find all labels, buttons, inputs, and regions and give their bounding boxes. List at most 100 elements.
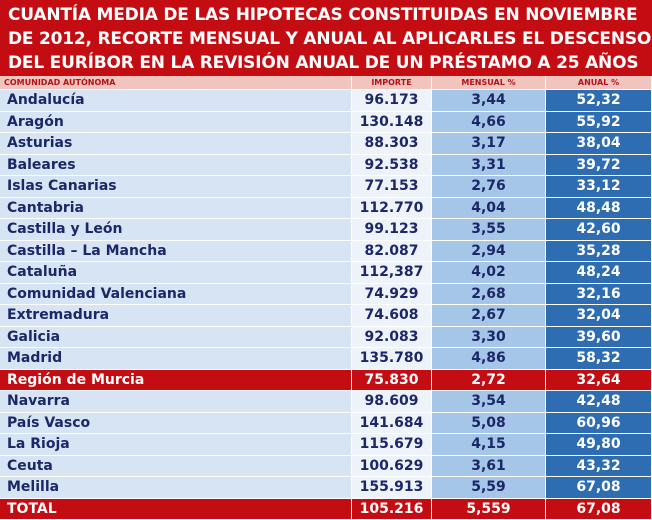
- table-cell: 4,86: [432, 348, 546, 370]
- table-cell: 99.123: [352, 219, 432, 241]
- title-line: DEL EURÍBOR EN LA REVISIÓN ANUAL DE UN P…: [8, 53, 639, 73]
- table-cell: Navarra: [0, 391, 352, 413]
- table-cell: 49,80: [546, 434, 652, 456]
- table-cell: 2,72: [432, 369, 546, 391]
- table-cell: 58,32: [546, 348, 652, 370]
- title: CUANTÍA MEDIA DE LAS HIPOTECAS CONSTITUI…: [0, 0, 652, 76]
- total-cell: 5,559: [432, 498, 546, 520]
- table-cell: Cantabria: [0, 197, 352, 219]
- table-cell: Extremadura: [0, 305, 352, 327]
- table-cell: Galicia: [0, 326, 352, 348]
- table-row: Región de Murcia 75.830 2,72 32,64: [0, 369, 652, 391]
- table-row: Baleares 92.538 3,31 39,72: [0, 154, 652, 176]
- table-cell: 3,44: [432, 90, 546, 112]
- table-cell: 100.629: [352, 455, 432, 477]
- table-cell: 32,16: [546, 283, 652, 305]
- table: COMUNIDAD AUTÓNOMA IMPORTE MENSUAL % ANUAL …: [0, 76, 652, 520]
- table-row: Melilla 155.913 5,59 67,08: [0, 477, 652, 499]
- table-row: Aragón 130.148 4,66 55,92: [0, 111, 652, 133]
- table-cell: 155.913: [352, 477, 432, 499]
- table-cell: 88.303: [352, 133, 432, 155]
- table-cell: 112.770: [352, 197, 432, 219]
- table-cell: 3,54: [432, 391, 546, 413]
- total-cell: TOTAL: [0, 498, 352, 520]
- table-cell: 3,55: [432, 219, 546, 241]
- table-row: La Rioja 115.679 4,15 49,80: [0, 434, 652, 456]
- table-cell: 74.929: [352, 283, 432, 305]
- table-cell: 52,32: [546, 90, 652, 112]
- table-row: Islas Canarias 77.153 2,76 33,12: [0, 176, 652, 198]
- table-cell: 4,66: [432, 111, 546, 133]
- table-cell: 3,61: [432, 455, 546, 477]
- table-row: Cantabria 112.770 4,04 48,48: [0, 197, 652, 219]
- table-cell: 32,64: [546, 369, 652, 391]
- table-cell: 3,17: [432, 133, 546, 155]
- table-row: País Vasco 141.684 5,08 60,96: [0, 412, 652, 434]
- table-row: Andalucía 96.173 3,44 52,32: [0, 90, 652, 112]
- table-cell: Región de Murcia: [0, 369, 352, 391]
- table-cell: 2,67: [432, 305, 546, 327]
- table-cell: 48,48: [546, 197, 652, 219]
- total-cell: 67,08: [546, 498, 652, 520]
- table-cell: 3,31: [432, 154, 546, 176]
- table-cell: 115.679: [352, 434, 432, 456]
- table-cell: 35,28: [546, 240, 652, 262]
- table-cell: 5,59: [432, 477, 546, 499]
- table-cell: Madrid: [0, 348, 352, 370]
- header-row: COMUNIDAD AUTÓNOMA IMPORTE MENSUAL % ANUAL …: [0, 76, 652, 90]
- table-cell: 67,08: [546, 477, 652, 499]
- table-cell: 98.609: [352, 391, 432, 413]
- title-line: CUANTÍA MEDIA DE LAS HIPOTECAS CONSTITUI…: [8, 5, 638, 25]
- table-cell: 92.538: [352, 154, 432, 176]
- header-cell: COMUNIDAD AUTÓNOMA: [0, 76, 352, 90]
- header-cell: IMPORTE: [352, 76, 432, 90]
- table-row: Ceuta 100.629 3,61 43,32: [0, 455, 652, 477]
- table-cell: Comunidad Valenciana: [0, 283, 352, 305]
- table-row: Navarra 98.609 3,54 42,48: [0, 391, 652, 413]
- table-row: Asturias 88.303 3,17 38,04: [0, 133, 652, 155]
- table-cell: 5,08: [432, 412, 546, 434]
- table-cell: 74.608: [352, 305, 432, 327]
- table-cell: 38,04: [546, 133, 652, 155]
- table-cell: 55,92: [546, 111, 652, 133]
- header-cell: MENSUAL %: [432, 76, 546, 90]
- table-cell: La Rioja: [0, 434, 352, 456]
- table-cell: 39,60: [546, 326, 652, 348]
- table-cell: 60,96: [546, 412, 652, 434]
- title-line: DE 2012, RECORTE MENSUAL Y ANUAL AL APLI…: [8, 29, 652, 49]
- table-cell: 39,72: [546, 154, 652, 176]
- table-cell: Andalucía: [0, 90, 352, 112]
- table-cell: 96.173: [352, 90, 432, 112]
- table-cell: 42,60: [546, 219, 652, 241]
- table-cell: Castilla – La Mancha: [0, 240, 352, 262]
- table-row: Galicia 92.083 3,30 39,60: [0, 326, 652, 348]
- total-cell: 105.216: [352, 498, 432, 520]
- table-cell: Aragón: [0, 111, 352, 133]
- table-cell: 77.153: [352, 176, 432, 198]
- table-cell: 2,94: [432, 240, 546, 262]
- table-cell: 3,30: [432, 326, 546, 348]
- table-cell: 33,12: [546, 176, 652, 198]
- table-cell: 48,24: [546, 262, 652, 284]
- table-cell: País Vasco: [0, 412, 352, 434]
- table-cell: 75.830: [352, 369, 432, 391]
- table-cell: Baleares: [0, 154, 352, 176]
- table-row: Castilla – La Mancha 82.087 2,94 35,28: [0, 240, 652, 262]
- table-cell: 141.684: [352, 412, 432, 434]
- table-cell: Castilla y León: [0, 219, 352, 241]
- table-row: Castilla y León 99.123 3,55 42,60: [0, 219, 652, 241]
- table-cell: 42,48: [546, 391, 652, 413]
- table-cell: 43,32: [546, 455, 652, 477]
- table-row: Comunidad Valenciana 74.929 2,68 32,16: [0, 283, 652, 305]
- table-row: Extremadura 74.608 2,67 32,04: [0, 305, 652, 327]
- table-cell: 4,15: [432, 434, 546, 456]
- table-cell: 92.083: [352, 326, 432, 348]
- table-cell: Asturias: [0, 133, 352, 155]
- table-cell: 130.148: [352, 111, 432, 133]
- table-cell: 2,76: [432, 176, 546, 198]
- table-row: Madrid 135.780 4,86 58,32: [0, 348, 652, 370]
- table-cell: 4,02: [432, 262, 546, 284]
- table-cell: Cataluña: [0, 262, 352, 284]
- table-cell: 32,04: [546, 305, 652, 327]
